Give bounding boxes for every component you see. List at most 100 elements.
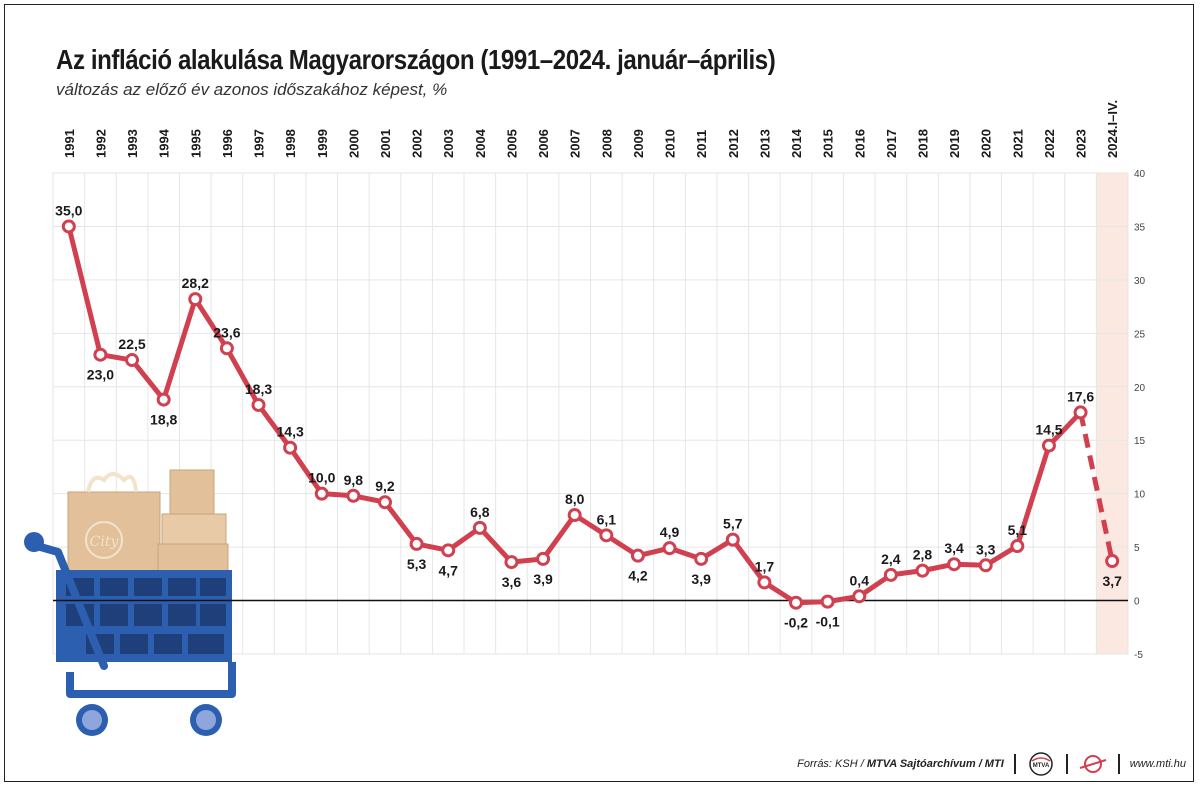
x-tick-label: 2011	[694, 130, 709, 158]
data-label: 4,2	[628, 568, 648, 584]
data-label: 18,8	[150, 412, 177, 428]
x-tick-label: 2017	[884, 129, 899, 158]
x-tick-label: 2013	[757, 129, 772, 158]
boxes-icon	[157, 469, 229, 573]
y-tick-label: 30	[1134, 276, 1146, 287]
x-tick-label: 2021	[1010, 129, 1025, 158]
data-label: 3,4	[944, 540, 964, 556]
x-tick-label: 2008	[599, 129, 614, 158]
data-label: -0,2	[784, 615, 808, 631]
footer-separator	[1013, 754, 1016, 774]
data-label: 17,6	[1067, 388, 1094, 404]
bag-logo-text: City	[90, 534, 120, 550]
x-tick-label: 2009	[631, 129, 646, 158]
shopping-cart-illustration: City	[24, 469, 236, 736]
data-point	[757, 575, 772, 590]
data-point	[472, 520, 487, 535]
footer-separator	[1117, 754, 1120, 774]
data-point	[789, 595, 804, 610]
x-tick-label: 2005	[504, 129, 519, 158]
x-tick-label: 1993	[125, 129, 140, 158]
y-tick-label: 5	[1134, 543, 1140, 554]
data-point	[820, 594, 835, 609]
data-label: 9,2	[375, 478, 395, 494]
x-tick-label: 2000	[346, 129, 361, 158]
x-tick-label: 2004	[473, 128, 488, 158]
data-label: 9,8	[344, 472, 364, 488]
data-point	[409, 536, 424, 551]
data-label: 5,1	[1008, 522, 1028, 538]
data-point	[504, 555, 519, 570]
x-tick-label: 2001	[378, 129, 393, 158]
data-point	[377, 495, 392, 510]
data-label: 23,6	[213, 324, 240, 340]
x-tick-label: 1998	[283, 129, 298, 158]
x-tick-label: 2014	[789, 128, 804, 158]
data-label: 28,2	[182, 275, 209, 291]
data-point	[725, 532, 740, 547]
x-tick-label: 2019	[947, 129, 962, 158]
data-point	[219, 341, 234, 356]
data-point	[441, 543, 456, 558]
data-point	[93, 347, 108, 362]
x-tick-label: 2016	[852, 129, 867, 158]
data-point	[694, 551, 709, 566]
x-tick-label: 1999	[315, 129, 330, 158]
footer-url[interactable]: www.mti.hu	[1129, 758, 1186, 770]
shopping-bag-icon: City	[67, 472, 161, 585]
data-point	[599, 528, 614, 543]
data-point	[314, 486, 329, 501]
data-label: 1,7	[755, 558, 775, 574]
series-line-dashed	[1078, 411, 1115, 562]
data-point	[1010, 539, 1025, 554]
cart-frame-bar	[66, 662, 236, 698]
data-label: 10,0	[308, 470, 335, 486]
data-point	[283, 440, 298, 455]
data-label: 8,0	[565, 491, 585, 507]
x-tick-label: 1996	[220, 129, 235, 158]
data-label: 6,8	[470, 504, 490, 520]
y-tick-label: 35	[1134, 222, 1146, 233]
data-point	[251, 397, 266, 412]
data-point	[915, 563, 930, 578]
x-tick-label: 1991	[62, 129, 77, 158]
source-prefix: Forrás: KSH /	[797, 758, 867, 770]
x-tick-label: 2012	[726, 129, 741, 158]
data-point	[883, 567, 898, 582]
data-point	[567, 508, 582, 523]
data-point	[536, 551, 551, 566]
data-label: -0,1	[816, 614, 840, 630]
data-label: 14,5	[1035, 422, 1062, 438]
source-text: Forrás: KSH / MTVA Sajtóarchívum / MTI	[797, 758, 1004, 770]
data-label: 0,4	[850, 572, 870, 588]
data-label: 3,9	[691, 571, 711, 587]
cart-handle-grip	[24, 532, 44, 552]
data-point	[156, 392, 171, 407]
mtva-logo-icon: MTVA	[1029, 752, 1053, 776]
data-label: 2,8	[913, 547, 933, 563]
y-tick-label: 0	[1134, 597, 1140, 608]
y-tick-label: 15	[1134, 436, 1146, 447]
data-label: 6,1	[597, 511, 617, 527]
x-tick-label: 2015	[821, 129, 836, 158]
footer-separator	[1065, 754, 1068, 774]
data-point	[1041, 438, 1056, 453]
x-tick-label: 2018	[915, 129, 930, 158]
x-tick-label: 2020	[979, 129, 994, 158]
x-tick-label: 2024.I–IV.	[1105, 100, 1120, 158]
chart-subtitle: változás az előző év azonos időszakához …	[56, 80, 448, 99]
data-point	[1073, 405, 1088, 420]
data-point	[978, 558, 993, 573]
x-tick-label: 2010	[663, 129, 678, 158]
data-point	[852, 589, 867, 604]
data-point	[947, 557, 962, 572]
x-tick-label: 2003	[441, 129, 456, 158]
data-point	[630, 548, 645, 563]
x-tick-label: 1995	[188, 129, 203, 158]
y-tick-label: 20	[1134, 383, 1146, 394]
y-tick-label: -5	[1134, 650, 1143, 661]
x-tick-label: 1997	[252, 129, 267, 158]
x-tick-label: 2022	[1042, 129, 1057, 158]
data-label: 3,3	[976, 541, 996, 557]
